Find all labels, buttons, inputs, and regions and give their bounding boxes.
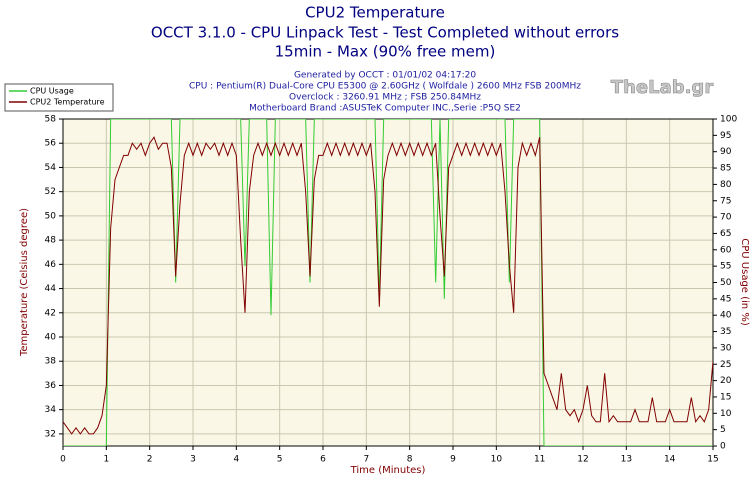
y2-tick-label: 70 [720, 213, 732, 223]
y-tick-label: 36 [45, 381, 57, 391]
plot-area [63, 119, 713, 446]
x-tick-label: 14 [664, 455, 676, 465]
y2-tick-label: 85 [720, 164, 731, 174]
x-tick-label: 15 [707, 455, 718, 465]
y2-tick-label: 30 [720, 343, 732, 353]
y-tick-label: 34 [45, 405, 57, 415]
y-tick-label: 50 [45, 211, 57, 221]
y2-tick-label: 5 [720, 425, 726, 435]
y-tick-label: 40 [45, 333, 57, 343]
y2-tick-label: 50 [720, 278, 732, 288]
y-tick-label: 58 [45, 115, 57, 125]
y-tick-label: 52 [45, 187, 56, 197]
y-tick-label: 54 [45, 163, 57, 173]
y2-tick-label: 45 [720, 294, 731, 304]
x-axis-label: Time (Minutes) [350, 465, 426, 476]
y2-tick-label: 55 [720, 262, 731, 272]
y2-tick-label: 25 [720, 360, 731, 370]
watermark: TheLab.gr [611, 77, 714, 98]
chart-subtitle: 15min - Max (90% free mem) [275, 43, 496, 61]
y-tick-label: 44 [45, 284, 57, 294]
y2-tick-label: 60 [720, 245, 732, 255]
y-tick-label: 48 [45, 236, 57, 246]
y2-tick-label: 95 [720, 131, 731, 141]
y-tick-label: 56 [45, 139, 57, 149]
y-tick-label: 46 [45, 260, 57, 270]
y-tick-label: 32 [45, 429, 56, 439]
y2-tick-label: 40 [720, 311, 732, 321]
y2-tick-label: 100 [720, 115, 737, 125]
x-tick-label: 0 [60, 455, 66, 465]
y-tick-label: 42 [45, 308, 56, 318]
legend-label: CPU2 Temperature [30, 98, 105, 107]
legend-box [4, 83, 114, 112]
info-line: CPU : Pentium(R) Dual-Core CPU E5300 @ 2… [189, 82, 581, 92]
x-tick-label: 9 [450, 455, 456, 465]
x-tick-label: 6 [320, 455, 326, 465]
y2-axis-label: CPU Usage (in %) [739, 238, 750, 326]
info-line: Overclock : 3260.91 MHz ; FSB 250.84MHz [289, 93, 481, 103]
y2-tick-label: 0 [720, 442, 726, 452]
y2-tick-label: 80 [720, 180, 732, 190]
x-tick-label: 13 [621, 455, 632, 465]
x-tick-label: 7 [363, 455, 369, 465]
y2-tick-label: 65 [720, 229, 731, 239]
x-tick-label: 11 [534, 455, 545, 465]
y2-tick-label: 35 [720, 327, 731, 337]
legend: CPU Usage CPU2 Temperature [4, 83, 114, 112]
y2-tick-label: 10 [720, 409, 732, 419]
info-line: Generated by OCCT : 01/01/02 04:17:20 [294, 71, 476, 81]
y2-tick-label: 15 [720, 392, 731, 402]
x-tick-label: 4 [233, 455, 239, 465]
chart-subtitle: OCCT 3.1.0 - CPU Linpack Test - Test Com… [151, 24, 619, 42]
x-tick-label: 12 [577, 455, 588, 465]
x-tick-label: 2 [147, 455, 153, 465]
y-tick-label: 38 [45, 357, 57, 367]
x-tick-label: 3 [190, 455, 196, 465]
info-line: Motherboard Brand :ASUSTeK Computer INC.… [249, 104, 521, 114]
x-tick-label: 10 [491, 455, 503, 465]
chart-title: CPU2 Temperature [305, 4, 445, 22]
x-tick-label: 8 [407, 455, 413, 465]
data-line [63, 136, 713, 435]
x-tick-label: 5 [277, 455, 283, 465]
y2-tick-label: 75 [720, 196, 731, 206]
y2-tick-label: 20 [720, 376, 732, 386]
y-axis-label: Temperature (Celsius degree) [19, 208, 30, 357]
x-tick-label: 1 [103, 455, 109, 465]
y2-tick-label: 90 [720, 147, 732, 157]
legend-label: CPU Usage [30, 87, 74, 96]
